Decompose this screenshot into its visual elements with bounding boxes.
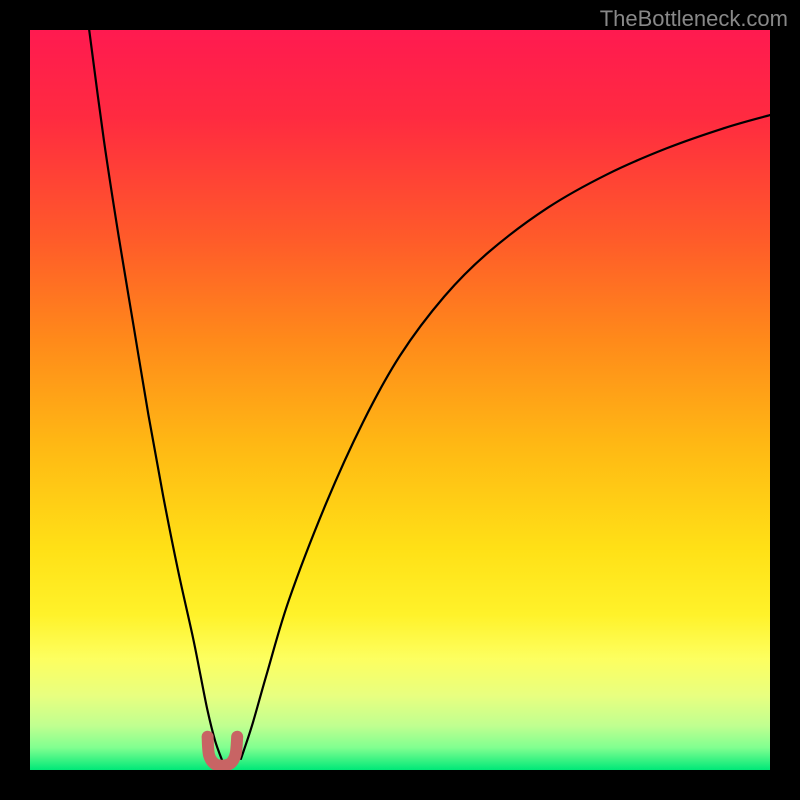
plot-background [30,30,770,770]
chart-svg [0,0,800,800]
chart-root: TheBottleneck.com [0,0,800,800]
watermark-text: TheBottleneck.com [600,6,788,32]
